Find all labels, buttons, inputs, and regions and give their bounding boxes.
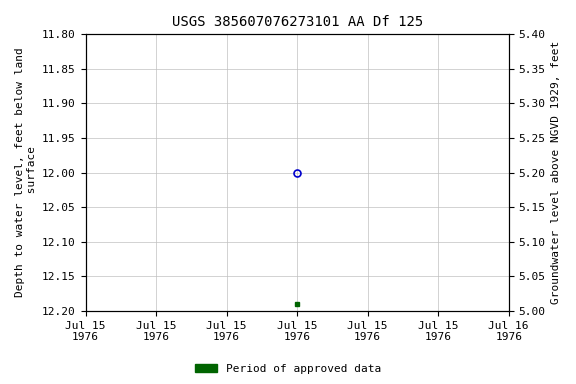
Y-axis label: Depth to water level, feet below land
 surface: Depth to water level, feet below land su… bbox=[15, 48, 37, 298]
Title: USGS 385607076273101 AA Df 125: USGS 385607076273101 AA Df 125 bbox=[172, 15, 423, 29]
Legend: Period of approved data: Period of approved data bbox=[191, 359, 385, 379]
Y-axis label: Groundwater level above NGVD 1929, feet: Groundwater level above NGVD 1929, feet bbox=[551, 41, 561, 304]
